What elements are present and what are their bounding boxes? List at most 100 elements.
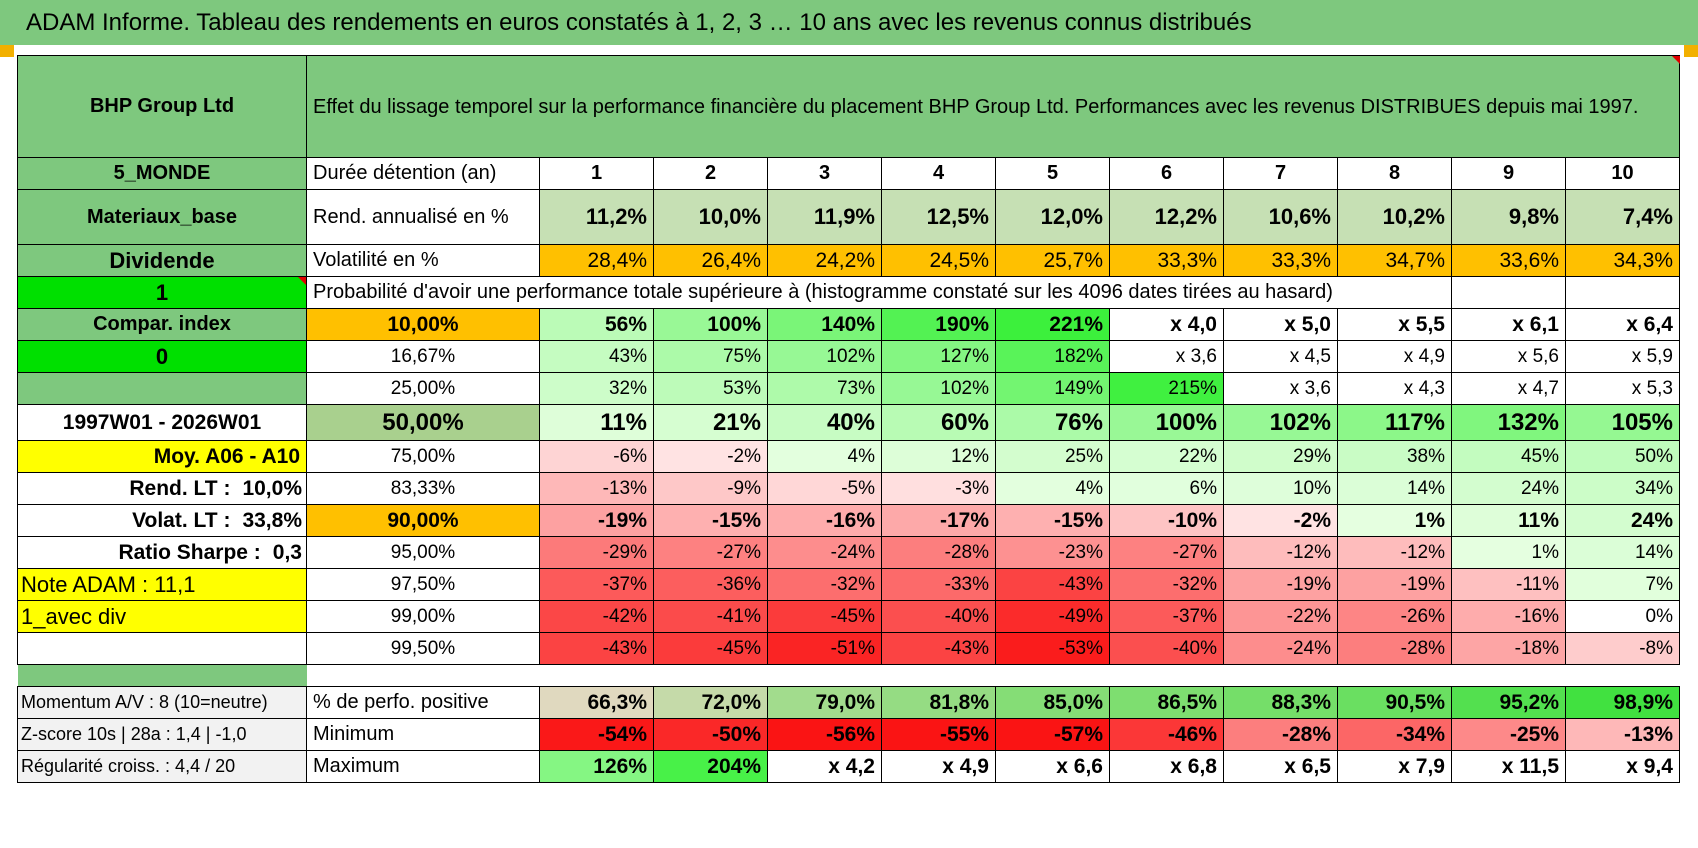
year-header: 2 xyxy=(653,157,768,190)
performance-value: 1% xyxy=(1337,504,1452,537)
bottom-value: 66,3% xyxy=(539,686,654,719)
rend-lt-value: 10,0% xyxy=(242,476,302,500)
volat-value: 33,3% xyxy=(1109,244,1224,277)
performance-value: 100% xyxy=(1109,404,1224,441)
performance-value: -5% xyxy=(767,472,882,505)
table-row: Compar. index 10,00% 56% 100% 140% 190% 221% x … xyxy=(17,55,1680,341)
performance-value: x 6,4 xyxy=(1565,308,1680,341)
volat-value: 33,6% xyxy=(1451,244,1566,277)
performance-value: -37% xyxy=(539,568,654,601)
bottom-row-label: Maximum xyxy=(306,750,540,783)
bottom-value: -54% xyxy=(539,718,654,751)
performance-value: -42% xyxy=(539,600,654,633)
performance-value: 14% xyxy=(1337,472,1452,505)
performance-value: 4% xyxy=(995,472,1110,505)
performance-value: 24% xyxy=(1451,472,1566,505)
performance-value: -36% xyxy=(653,568,768,601)
table-row xyxy=(17,664,1680,687)
table-description: Effet du lissage temporel sur la perform… xyxy=(306,55,1680,158)
table-row: 1 Probabilité d'avoir une performance tot… xyxy=(17,276,1680,309)
volat-value: 25,7% xyxy=(995,244,1110,277)
volat-value: 34,3% xyxy=(1565,244,1680,277)
performance-value: 105% xyxy=(1565,404,1680,441)
performance-value: x 5,5 xyxy=(1337,308,1452,341)
performance-value: -27% xyxy=(653,536,768,569)
performance-value: 76% xyxy=(995,404,1110,441)
performance-value: -3% xyxy=(881,472,996,505)
probability-threshold: 16,67% xyxy=(306,340,540,373)
sector-label: Materiaux_base xyxy=(17,189,307,245)
rend-value: 12,0% xyxy=(995,189,1110,245)
performance-value: -28% xyxy=(1337,632,1452,665)
volat-lt: Volat. LT : 33,8% xyxy=(17,504,307,537)
volat-lt-label: Volat. LT : xyxy=(132,508,231,532)
table-row: Volat. LT :33,8% 90,00% -19% -15% -16% -17% -1… xyxy=(17,504,1680,537)
performance-value: 21% xyxy=(653,404,768,441)
performance-value: 40% xyxy=(767,404,882,441)
bottom-value: x 4,9 xyxy=(881,750,996,783)
performance-value: -29% xyxy=(539,536,654,569)
bottom-value: 95,2% xyxy=(1451,686,1566,719)
variant-label: 1_avec div xyxy=(17,600,307,633)
performance-value: x 4,9 xyxy=(1337,340,1452,373)
performance-value: -26% xyxy=(1337,600,1452,633)
performance-value: 140% xyxy=(767,308,882,341)
table-row: Z-score 10s | 28a : 1,4 | -1,0 Minimum -54… xyxy=(17,718,1680,751)
performance-value: -53% xyxy=(995,632,1110,665)
bottom-value: -50% xyxy=(653,718,768,751)
table-row: 1997W01 - 2026W01 50,00% 11% 21% 40% 60% 76% 10… xyxy=(17,404,1680,441)
probability-threshold: 97,50% xyxy=(306,568,540,601)
bottom-stat-label: Régularité croiss. : 4,4 / 20 xyxy=(17,750,307,783)
bottom-value: x 9,4 xyxy=(1565,750,1680,783)
performance-value: x 5,6 xyxy=(1451,340,1566,373)
performance-value: 4% xyxy=(767,440,882,473)
bottom-value: 85,0% xyxy=(995,686,1110,719)
year-header: 8 xyxy=(1337,157,1452,190)
empty-cell xyxy=(1451,276,1566,309)
performance-value: -43% xyxy=(995,568,1110,601)
performance-value: 149% xyxy=(995,372,1110,405)
performance-value: 50% xyxy=(1565,440,1680,473)
year-header: 5 xyxy=(995,157,1110,190)
spacer-green xyxy=(17,664,307,687)
bottom-value: x 6,5 xyxy=(1223,750,1338,783)
performance-value: 60% xyxy=(881,404,996,441)
performance-value: -43% xyxy=(539,632,654,665)
bottom-row-label: % de perfo. positive xyxy=(306,686,540,719)
performance-value: 45% xyxy=(1451,440,1566,473)
probability-threshold: 50,00% xyxy=(306,404,540,441)
performance-value: 6% xyxy=(1109,472,1224,505)
probability-threshold: 10,00% xyxy=(306,308,540,341)
bottom-row-label: Minimum xyxy=(306,718,540,751)
performance-value: 221% xyxy=(995,308,1110,341)
year-header: 3 xyxy=(767,157,882,190)
bottom-stat-label: Momentum A/V : 8 (10=neutre) xyxy=(17,686,307,719)
performance-value: -49% xyxy=(995,600,1110,633)
performance-value: -10% xyxy=(1109,504,1224,537)
performance-value: x 3,6 xyxy=(1223,372,1338,405)
performance-value: -41% xyxy=(653,600,768,633)
bottom-value: 204% xyxy=(653,750,768,783)
performance-value: -15% xyxy=(995,504,1110,537)
performance-value: 7% xyxy=(1565,568,1680,601)
table-row: Rend. LT : 10,0% 83,33% -13% -9% -5% -3% 4% 6% 10… xyxy=(17,472,1680,505)
probability-title: Probabilité d'avoir une performance tota… xyxy=(306,276,1452,309)
performance-value: 73% xyxy=(767,372,882,405)
bottom-value: x 7,9 xyxy=(1337,750,1452,783)
performance-value: -15% xyxy=(653,504,768,537)
performance-value: x 4,0 xyxy=(1109,308,1224,341)
performance-value: -45% xyxy=(653,632,768,665)
volat-label: Volatilité en % xyxy=(306,244,540,277)
performance-value: x 4,5 xyxy=(1223,340,1338,373)
performance-value: x 6,1 xyxy=(1451,308,1566,341)
performance-value: -19% xyxy=(1223,568,1338,601)
performance-value: -2% xyxy=(1223,504,1338,537)
performance-value: -17% xyxy=(881,504,996,537)
table-row: Régularité croiss. : 4,4 / 20 Maximum 126%… xyxy=(17,750,1680,783)
probability-threshold: 99,00% xyxy=(306,600,540,633)
performance-value: 24% xyxy=(1565,504,1680,537)
corner-marker xyxy=(1684,45,1698,57)
sharpe-ratio: Ratio Sharpe : 0,3 xyxy=(17,536,307,569)
year-header: 4 xyxy=(881,157,996,190)
performance-value: 1% xyxy=(1451,536,1566,569)
